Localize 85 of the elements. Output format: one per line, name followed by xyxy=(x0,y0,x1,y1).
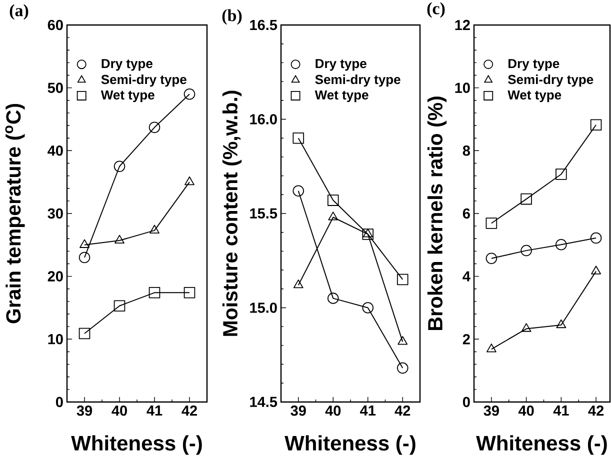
point xyxy=(327,292,339,304)
y-tick-label: 10 xyxy=(48,334,63,344)
x-tick-label: 40 xyxy=(518,406,534,416)
point xyxy=(590,232,602,244)
chart-title: (b) xyxy=(222,9,242,25)
point xyxy=(184,287,196,298)
legend-label: Dry type xyxy=(508,59,560,71)
point xyxy=(78,252,90,264)
y-tick-label: 20 xyxy=(48,271,63,282)
legend-label: Wet type xyxy=(314,90,368,102)
y-tick-label: 14.5 xyxy=(250,396,278,408)
point xyxy=(396,362,408,374)
y-axis-title: Moisture content (%,w.b.) xyxy=(222,90,242,336)
point xyxy=(556,319,566,328)
point xyxy=(148,122,160,134)
legend-label: Semi-dry type xyxy=(101,74,186,87)
point xyxy=(556,238,567,250)
x-axis-title: Whiteness (-) xyxy=(284,435,416,455)
legend-label: Dry type xyxy=(316,59,366,71)
point xyxy=(486,218,498,229)
legend-label: Semi-dry type xyxy=(508,74,594,87)
legend-label: Dry type xyxy=(102,59,152,71)
y-tick-label: 16.0 xyxy=(250,114,277,124)
x-tick-label: 42 xyxy=(394,406,410,416)
y-axis-title: Broken kernels ratio (%) xyxy=(427,96,447,330)
chart-title: (a) xyxy=(10,4,28,20)
x-tick-label: 41 xyxy=(553,406,569,416)
point xyxy=(114,300,126,312)
point xyxy=(362,228,374,240)
point xyxy=(328,212,338,220)
point xyxy=(114,160,126,172)
point xyxy=(327,194,339,206)
chart-title: (c) xyxy=(427,2,445,18)
point xyxy=(78,328,90,340)
y-tick-label: 4 xyxy=(462,271,470,282)
y-tick-label: 16.5 xyxy=(250,20,278,30)
point xyxy=(396,274,408,286)
y-tick-label: 15.5 xyxy=(250,208,278,219)
point xyxy=(362,228,373,238)
point xyxy=(556,168,567,180)
y-tick-label: 0 xyxy=(462,396,470,408)
x-tick-label: 41 xyxy=(360,406,376,416)
y-tick-label: 15.0 xyxy=(250,302,277,313)
x-tick-label: 39 xyxy=(484,406,499,416)
x-tick-label: 42 xyxy=(182,406,197,416)
x-axis-title: Whiteness (-) xyxy=(476,435,607,455)
point xyxy=(150,224,160,234)
point xyxy=(184,176,194,186)
point xyxy=(398,336,408,345)
y-tick-label: 10 xyxy=(455,82,470,93)
x-tick-label: 39 xyxy=(290,406,306,416)
point xyxy=(486,252,498,264)
x-tick-label: 39 xyxy=(76,406,92,416)
y-tick-label: 60 xyxy=(48,20,63,30)
point xyxy=(80,239,90,248)
point xyxy=(591,266,601,274)
x-tick-label: 42 xyxy=(588,406,604,416)
x-axis-title: Whiteness (-) xyxy=(71,435,202,455)
y-tick-label: 8 xyxy=(462,146,470,156)
point xyxy=(521,323,532,332)
y-tick-label: 6 xyxy=(462,208,470,219)
point xyxy=(293,279,304,288)
point xyxy=(184,88,196,100)
y-tick-label: 0 xyxy=(56,396,63,408)
point xyxy=(114,234,124,244)
legend-label: Semi-dry type xyxy=(315,74,400,87)
y-tick-label: 2 xyxy=(462,334,470,344)
point xyxy=(520,244,532,256)
point xyxy=(362,302,374,314)
point xyxy=(486,344,496,352)
y-tick-label: 12 xyxy=(455,20,470,30)
y-axis-title: Grain temperature ($^{o}$C) xyxy=(5,104,25,324)
point xyxy=(292,132,304,144)
y-tick-label: 40 xyxy=(48,146,63,156)
y-tick-label: 50 xyxy=(48,82,63,93)
point xyxy=(148,287,160,298)
x-tick-label: 40 xyxy=(112,406,127,416)
legend-label: Wet type xyxy=(100,90,154,102)
x-tick-label: 41 xyxy=(146,406,162,416)
x-tick-label: 40 xyxy=(325,406,341,416)
legend-label: Wet type xyxy=(508,90,562,102)
point xyxy=(590,119,602,131)
y-tick-label: 30 xyxy=(48,208,63,219)
point xyxy=(520,193,532,205)
point xyxy=(292,185,304,197)
